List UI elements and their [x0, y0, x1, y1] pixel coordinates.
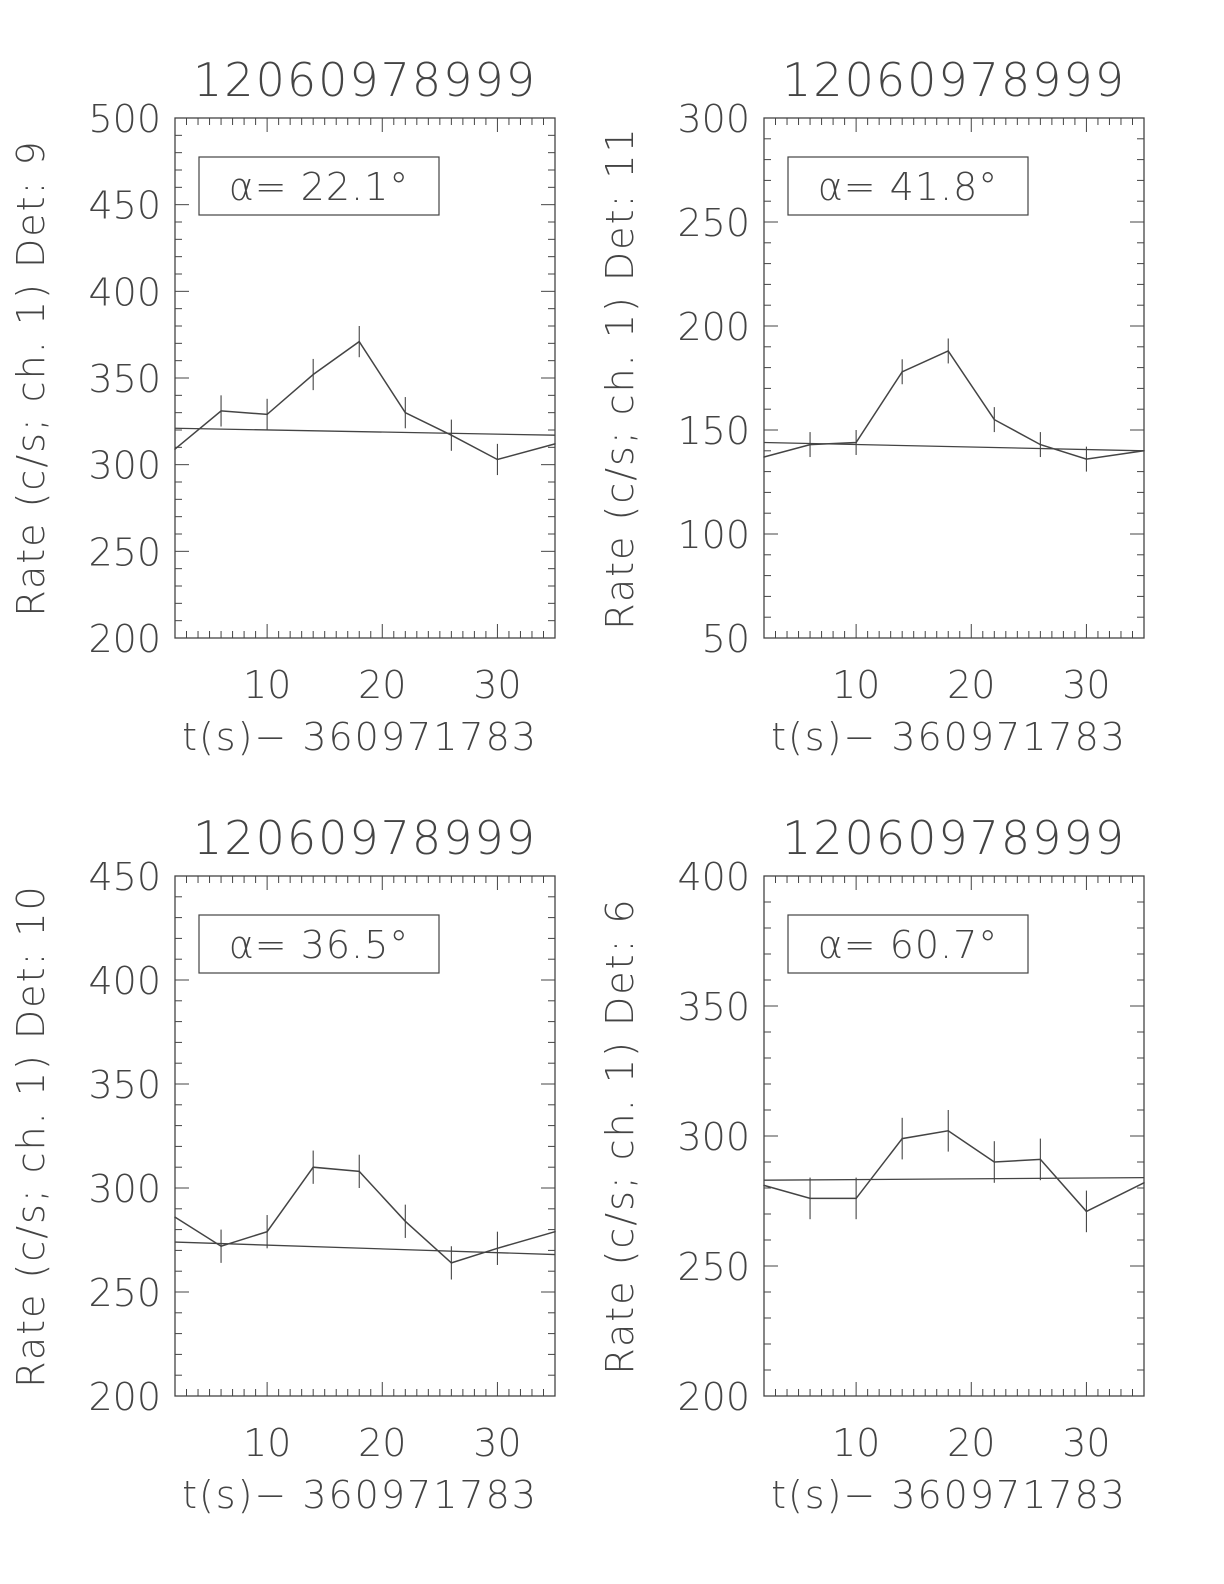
x-tick-label: 30: [1062, 1421, 1110, 1465]
y-axis-label: Rate (c/s; ch. 1) Det: 9: [9, 139, 53, 616]
data-point: [1143, 1182, 1145, 1184]
y-tick-label: 300: [677, 1115, 750, 1159]
y-tick-label: 250: [677, 1245, 750, 1289]
rate-series-line: [174, 340, 556, 461]
background-fit-line: [174, 1241, 556, 1256]
x-axis-label: t(s)− 360971783: [771, 715, 1127, 759]
y-tick-label: 450: [88, 855, 161, 899]
data-point: [763, 1184, 765, 1187]
y-tick-label: 350: [677, 985, 750, 1029]
data-point: [1143, 450, 1145, 452]
alpha-annotation: α= 41.8°: [818, 165, 999, 209]
x-tick-label: 30: [473, 663, 521, 707]
chart-panel-4: 10 20 30 200 250 300 350 400 12060978999 t(s)− 36…: [598, 811, 1145, 1517]
x-axis-label: t(s)− 360971783: [771, 1473, 1127, 1517]
x-tick-label: 10: [832, 663, 880, 707]
y-tick-label: 350: [88, 357, 161, 401]
plot-frame: [763, 117, 1145, 639]
y-tick-label: 350: [88, 1063, 161, 1107]
y-axis-label: Rate (c/s; ch. 1) Det: 11: [598, 126, 642, 629]
plot-frame: [174, 875, 556, 1397]
annotation-box: [787, 914, 1029, 974]
data-point: [554, 1230, 556, 1233]
chart-panel-2: 10 20 30 50 100 150 200 250 300 12060978999 t(s)− …: [598, 53, 1145, 759]
rate-series-line: [763, 350, 1145, 460]
chart-title: 12060978999: [782, 811, 1126, 865]
y-tick-label: 250: [677, 201, 750, 245]
y-tick-label: 200: [88, 1375, 161, 1419]
y-tick-label: 300: [88, 1167, 161, 1211]
y-tick-label: 100: [677, 513, 750, 557]
y-tick-label: 400: [88, 270, 161, 314]
x-tick-label: 30: [1062, 663, 1110, 707]
y-tick-label: 250: [88, 1271, 161, 1315]
chart-title: 12060978999: [193, 811, 537, 865]
alpha-annotation: α= 60.7°: [818, 923, 999, 967]
data-point: [174, 1216, 176, 1218]
x-tick-label: 10: [243, 663, 291, 707]
data-point: [174, 448, 176, 450]
alpha-annotation: α= 22.1°: [229, 165, 410, 209]
y-tick-label: 150: [677, 409, 750, 453]
x-tick-label: 20: [947, 1421, 995, 1465]
background-fit-line: [763, 1176, 1145, 1181]
annotation-box: [787, 156, 1029, 216]
y-tick-label: 250: [88, 530, 161, 574]
y-axis-label: Rate (c/s; ch. 1) Det: 6: [598, 897, 642, 1374]
x-tick-label: 10: [243, 1421, 291, 1465]
chart-panel-1: 10 20 30 200 250 300 350 400 450 500 12060978999 t(…: [9, 53, 556, 759]
chart-title: 12060978999: [193, 53, 537, 107]
x-axis-label: t(s)− 360971783: [182, 715, 538, 759]
chart-panel-3: 10 20 30 200 250 300 350 400 450 12060978999 t(s)−…: [9, 811, 556, 1517]
y-tick-label: 300: [88, 444, 161, 488]
data-point: [763, 456, 765, 458]
y-tick-label: 400: [677, 855, 750, 899]
annotation-box: [198, 914, 440, 974]
x-tick-label: 20: [358, 1421, 406, 1465]
y-tick-label: 450: [88, 184, 161, 228]
data-point: [554, 443, 556, 445]
x-axis-label: t(s)− 360971783: [182, 1473, 538, 1517]
y-axis-label: Rate (c/s; ch. 1) Det: 10: [9, 884, 53, 1387]
x-tick-label: 30: [473, 1421, 521, 1465]
alpha-annotation: α= 36.5°: [229, 923, 410, 967]
background-fit-line: [174, 427, 556, 436]
x-tick-label: 20: [947, 663, 995, 707]
y-tick-label: 200: [88, 617, 161, 661]
rate-series-line: [763, 1130, 1145, 1213]
annotation-box: [198, 156, 440, 216]
y-tick-label: 200: [677, 1375, 750, 1419]
y-tick-label: 500: [88, 97, 161, 141]
y-tick-label: 50: [702, 617, 750, 661]
y-tick-label: 200: [677, 305, 750, 349]
x-tick-label: 20: [358, 663, 406, 707]
chart-title: 12060978999: [782, 53, 1126, 107]
y-tick-label: 400: [88, 959, 161, 1003]
x-tick-label: 10: [832, 1421, 880, 1465]
y-tick-label: 300: [677, 97, 750, 141]
